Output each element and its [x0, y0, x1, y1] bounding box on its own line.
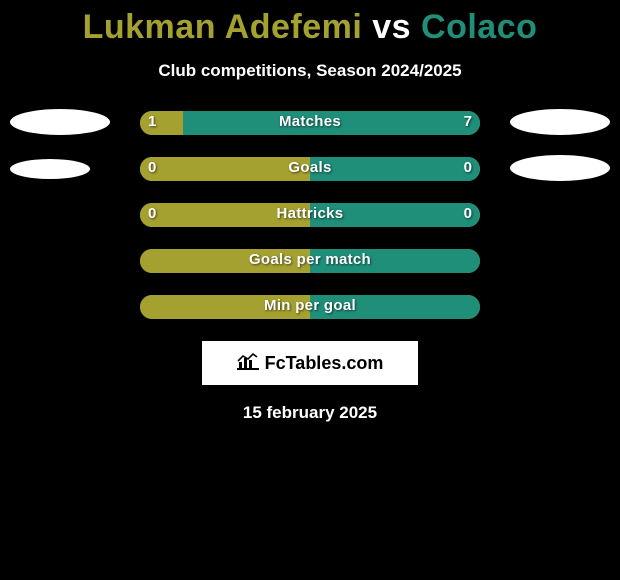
player-left-name: Lukman Adefemi [83, 8, 363, 46]
player-right-marker [510, 109, 610, 135]
comparison-title: Lukman Adefemi vs Colaco [0, 0, 620, 47]
stat-label: Goals [140, 159, 480, 176]
date-text: 15 february 2025 [0, 403, 620, 423]
player-left-marker [10, 159, 90, 179]
chart-icon [237, 352, 259, 375]
stat-label: Goals per match [140, 251, 480, 268]
stat-label: Min per goal [140, 297, 480, 314]
player-right-marker [510, 155, 610, 181]
logo-text: FcTables.com [265, 353, 384, 374]
stat-bar: 17Matches [140, 111, 480, 135]
fctables-logo: FcTables.com [202, 341, 418, 385]
stat-label: Hattricks [140, 205, 480, 222]
stat-row: Min per goal [0, 295, 620, 319]
stat-row: Goals per match [0, 249, 620, 273]
player-left-marker [10, 109, 110, 135]
stat-bar: 00Goals [140, 157, 480, 181]
stat-bar: Min per goal [140, 295, 480, 319]
stat-row: 00Hattricks [0, 203, 620, 227]
stat-bar: 00Hattricks [140, 203, 480, 227]
subtitle: Club competitions, Season 2024/2025 [0, 61, 620, 81]
stat-row: 00Goals [0, 157, 620, 181]
stat-label: Matches [140, 113, 480, 130]
stat-bar: Goals per match [140, 249, 480, 273]
player-right-name: Colaco [421, 8, 537, 46]
stats-chart: 17Matches 00Goals 00Hattricks Goals per mat… [0, 111, 620, 319]
title-vs: vs [372, 8, 411, 46]
stat-row: 17Matches [0, 111, 620, 135]
